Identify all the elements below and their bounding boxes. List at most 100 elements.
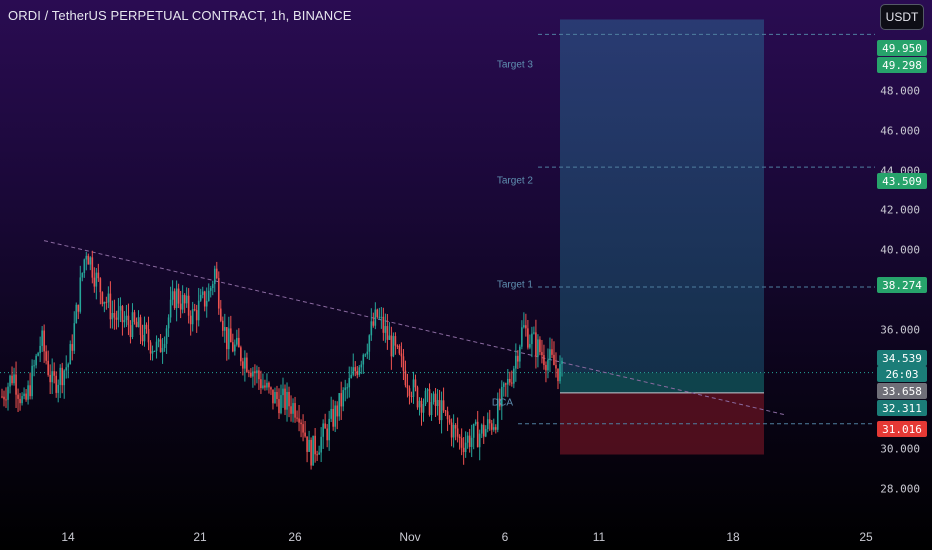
candle-body	[468, 435, 471, 447]
target-3-label[interactable]: Target 3	[496, 59, 533, 71]
candle-body	[113, 312, 116, 318]
candle-body	[382, 316, 385, 333]
candle-body	[205, 300, 208, 307]
candle-body	[163, 343, 166, 349]
candle-body	[555, 365, 557, 369]
candle-body	[492, 427, 495, 430]
filled-zone	[560, 372, 764, 393]
candle-body	[240, 347, 242, 362]
candle-body	[533, 332, 535, 334]
price-axis-label: 42.000	[880, 203, 920, 217]
candle-body	[507, 378, 509, 385]
candle-body	[418, 400, 421, 408]
candle-body	[260, 379, 262, 389]
candle-body	[185, 295, 188, 304]
candle-body	[59, 367, 62, 385]
candle-body	[350, 374, 353, 379]
time-axis-label: Nov	[399, 530, 421, 544]
candle-body	[306, 436, 308, 452]
candle-body	[266, 382, 268, 388]
time-axis-label: 11	[592, 530, 606, 544]
candle-body	[292, 403, 294, 414]
candle-body	[201, 291, 204, 295]
candle-body	[17, 394, 19, 399]
candle-body	[442, 400, 445, 411]
candle-body	[364, 354, 367, 356]
candle-body	[380, 316, 383, 318]
candle-body	[125, 315, 128, 321]
target-1-label[interactable]: Target 1	[496, 279, 533, 291]
candle-body	[85, 255, 88, 260]
candle-body	[87, 255, 90, 265]
candle-body	[27, 385, 29, 400]
candle-body	[472, 424, 475, 438]
time-axis-label: 26	[288, 530, 302, 544]
candle-body	[21, 396, 23, 404]
candle-body	[509, 378, 511, 383]
candle-body	[143, 324, 146, 342]
candle-body	[111, 312, 114, 320]
candle-body	[43, 330, 45, 352]
candle-body	[252, 371, 254, 377]
candle-body	[310, 439, 312, 466]
candle-body	[366, 351, 369, 355]
candle-body	[274, 391, 276, 404]
candle-body	[133, 312, 136, 322]
candle-body	[537, 339, 539, 357]
candle-body	[147, 328, 150, 343]
candle-body	[551, 349, 553, 355]
price-tag-mid: 33.658	[877, 383, 927, 399]
target-2-label[interactable]: Target 2	[496, 175, 533, 187]
candle-body	[195, 310, 198, 321]
dca-label[interactable]: DCA	[491, 397, 513, 409]
candle-body	[352, 367, 355, 375]
candle-body	[368, 335, 371, 352]
time-axis-label: 14	[61, 530, 75, 544]
candle-body	[9, 375, 11, 387]
candle-body	[454, 424, 457, 429]
candle-body	[35, 355, 37, 366]
candle-body	[286, 391, 288, 410]
candle-body	[234, 344, 236, 352]
candle-body	[167, 317, 170, 329]
candle-body	[217, 278, 220, 309]
candle-body	[280, 395, 282, 414]
candle-body	[316, 454, 318, 456]
candle-body	[258, 370, 260, 380]
candle-body	[549, 349, 551, 360]
candle-body	[464, 442, 467, 453]
candle-body	[402, 356, 405, 371]
candle-body	[49, 374, 51, 383]
candle-body	[358, 367, 361, 375]
candle-body	[326, 428, 328, 441]
candle-body	[314, 435, 316, 455]
candle-body	[71, 344, 74, 351]
candle-body	[244, 357, 246, 369]
candle-body	[450, 422, 453, 438]
candle-body	[428, 389, 431, 416]
candle-body	[328, 418, 330, 441]
candle-body	[61, 367, 64, 386]
candle-body	[215, 268, 218, 279]
candle-body	[197, 300, 200, 321]
candle-body	[207, 290, 210, 301]
candle-body	[211, 284, 214, 289]
candle-body	[25, 393, 27, 400]
candle-body	[500, 386, 503, 407]
candle-body	[51, 371, 53, 383]
candle-body	[517, 355, 519, 362]
candle-body	[396, 345, 399, 347]
candle-body	[264, 385, 266, 388]
candle-body	[109, 293, 112, 320]
price-tag-entry: 32.311	[877, 400, 927, 416]
candle-body	[446, 411, 449, 420]
candle-body	[434, 393, 437, 406]
candle-body	[145, 324, 148, 329]
currency-button[interactable]: USDT	[880, 4, 924, 30]
candle-body	[498, 398, 501, 407]
candle-body	[348, 378, 351, 388]
price-axis-label: 30.000	[880, 442, 920, 456]
candle-body	[139, 317, 142, 335]
